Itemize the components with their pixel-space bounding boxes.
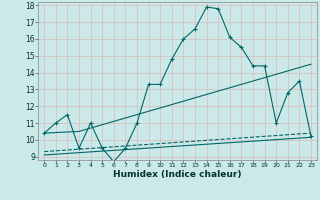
X-axis label: Humidex (Indice chaleur): Humidex (Indice chaleur) (113, 170, 242, 179)
